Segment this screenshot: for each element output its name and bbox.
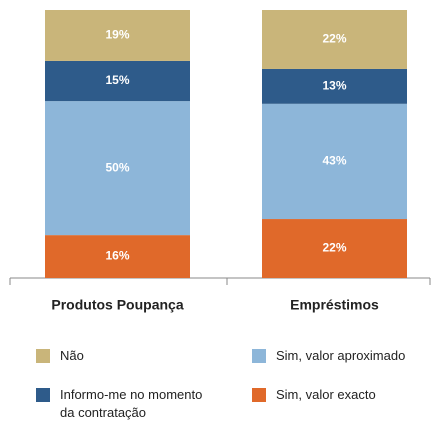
data-label: 15% [105,73,129,87]
bar-segment [45,60,190,102]
data-label: 22% [322,32,346,46]
legend-label: Sim, valor exacto [276,387,376,402]
bar-segment [45,235,190,278]
bar-segment [45,101,190,236]
legend-label: Sim, valor aproximado [276,348,406,363]
bar-segment [45,10,190,61]
x-tick-label: Empréstimos [290,297,379,313]
bar-segment [262,10,407,69]
legend-swatch [36,388,50,402]
data-label: 50% [105,160,129,174]
data-label: 16% [105,249,129,263]
data-label: 22% [322,241,346,255]
legend-swatch [252,349,266,363]
bar-segment [262,103,407,220]
legend-swatch [36,349,50,363]
data-label: 19% [105,28,129,42]
data-label: 43% [322,154,346,168]
legend-swatch [252,388,266,402]
data-label: 13% [322,79,346,93]
x-tick-label: Produtos Poupança [51,297,183,313]
legend-label: Informo-me no momento da contratação [60,387,203,420]
legend-label: Não [60,348,84,363]
bar-segment [262,219,407,278]
bar-segment [262,68,407,104]
